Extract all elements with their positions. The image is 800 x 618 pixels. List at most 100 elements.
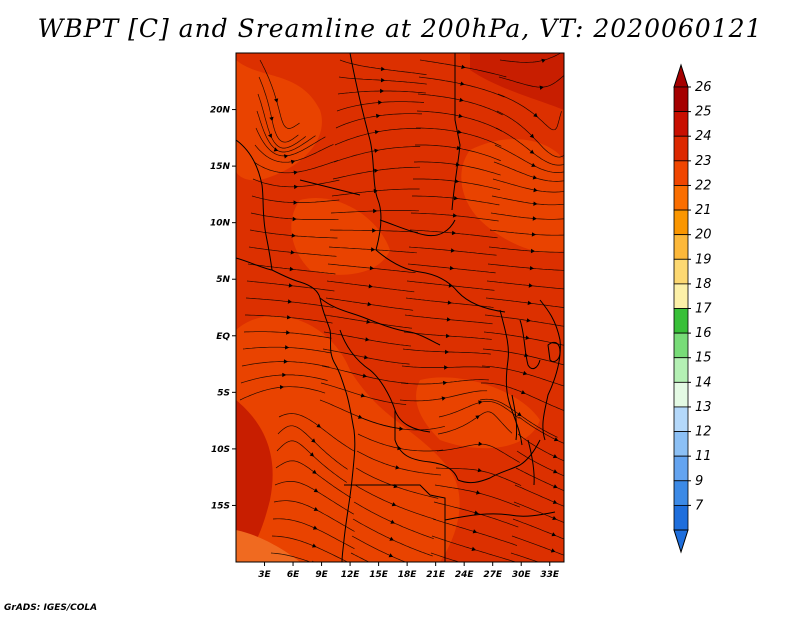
colorbar-swatch [673,283,689,309]
lat-tick-label: 15S [211,501,230,511]
streamline-arrow [380,88,385,94]
border-angola-zambia [394,410,459,481]
colorbar: 26 25 24 23 22 21 20 19 18 17 16 15 14 13 12 11 9 7 [673,63,712,554]
streamline-arrow [551,532,556,537]
streamline-arrow [447,300,452,305]
colorbar-swatch [673,160,689,186]
streamline [516,450,564,477]
streamline [430,552,461,562]
streamline-arrow [457,129,462,134]
border-equatorial [319,297,441,346]
streamline [490,212,564,220]
streamline-arrow [283,359,288,364]
streamline-arrow [444,365,449,370]
streamline-arrow [312,543,317,548]
wbpt-region-central [291,198,390,275]
colorbar-label: 17 [695,302,712,317]
streamline-arrow [273,147,279,152]
colorbar-swatch [673,406,689,432]
streamline-arrow [527,300,532,306]
streamline-arrow [367,301,372,307]
colorbar-label: 20 [695,228,712,243]
lat-tick-label: 5S [217,388,230,398]
lake-victoria [519,319,541,370]
colorbar-label: 9 [695,474,703,489]
lon-tick-label: 33E [540,570,560,580]
coastline-east [539,299,561,441]
streamline-arrow [553,469,558,474]
lat-tick-label: 5N [216,275,230,285]
colorbar-swatch [673,332,689,359]
colorbar-swatch [673,455,689,482]
streamline-arrow [521,390,526,395]
streamline [492,178,564,193]
streamline-arrow [316,423,321,428]
streamline-arrow [376,113,381,119]
colorbar-label: 12 [695,425,712,440]
streamline-arrow [471,546,476,551]
streamline-arrow [532,175,538,180]
border-sudan-egypt [451,53,461,211]
streamline-arrow [360,393,366,398]
colorbar-label: 23 [695,154,712,169]
streamline-arrow [313,488,319,493]
wbpt-region-southwest-warm [236,400,273,562]
streamline-arrow [478,441,483,446]
colorbar-swatch [673,480,689,506]
streamline-arrow [529,266,534,271]
lon-tick-label: 9E [315,570,328,580]
streamline [351,535,407,562]
streamline-arrow [399,426,404,431]
streamline-arrow [274,98,279,103]
streamline-arrow [446,317,451,322]
streamline-arrow [372,228,377,233]
streamline-arrow [449,265,454,271]
streamlines [239,53,564,567]
streamline-arrow [445,333,450,339]
streamline-arrow [366,319,371,324]
streamline [513,501,564,524]
streamline [517,433,564,462]
streamline [510,552,540,562]
streamline-arrow [533,112,538,118]
streamline-arrow [552,454,558,459]
streamline-arrow [312,525,318,530]
streamline-arrow [283,154,289,159]
lat-tick-label: 10N [210,219,231,229]
colorbar-swatch [673,381,689,408]
streamline-arrow [373,208,378,214]
colorbar-swatch [673,258,689,285]
streamline-arrow [459,97,464,102]
streamline-arrow [529,133,534,139]
streamline [518,416,564,444]
streamline-arrow [365,337,370,342]
streamline-arrow [268,133,272,138]
streamline-arrow [471,563,475,567]
colorbar-label: 24 [695,129,712,144]
streamline-arrow [529,149,535,154]
lat-tick-label: 10S [211,445,230,455]
streamline-arrow [391,502,397,507]
colorbar-label: 19 [695,252,712,267]
streamline-arrow [288,283,293,288]
lon-tick-label: 12E [341,570,361,580]
streamline-arrow [525,335,530,340]
streamline-arrow [374,148,379,153]
streamline [494,144,564,173]
streamline-arrow [290,159,296,165]
streamline-arrow [452,213,458,218]
streamline-arrow [389,536,394,541]
latitude-axis: 20N 15N 10N 5N EQ 5S 10S 15S [210,106,236,511]
streamline-arrow [290,250,295,255]
streamline-arrow [474,510,479,515]
map-title: WBPT [C] and Sreamline at 200hPa, VT: 20… [37,14,763,43]
streamline-arrow [369,265,374,271]
colorbar-label: 26 [695,80,712,95]
colorbar-label: 21 [695,203,712,218]
streamline-arrow [368,284,373,289]
lon-tick-label: 30E [512,570,532,580]
streamline-arrow [458,113,463,118]
colorbar-swatch [673,209,689,236]
colorbar-swatch [673,431,689,457]
streamline-arrow [294,184,299,190]
